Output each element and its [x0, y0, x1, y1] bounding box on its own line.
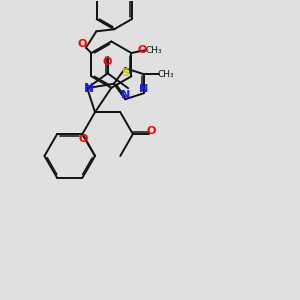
Text: N: N [84, 82, 94, 95]
Text: O: O [103, 57, 112, 67]
Text: N: N [139, 84, 148, 94]
Text: O: O [137, 45, 147, 55]
Text: O: O [146, 126, 155, 136]
Text: CH₃: CH₃ [145, 46, 162, 55]
Text: S: S [121, 68, 129, 78]
Text: N: N [121, 90, 130, 100]
Text: O: O [78, 39, 87, 49]
Text: CH₃: CH₃ [157, 70, 174, 79]
Text: O: O [78, 134, 88, 144]
